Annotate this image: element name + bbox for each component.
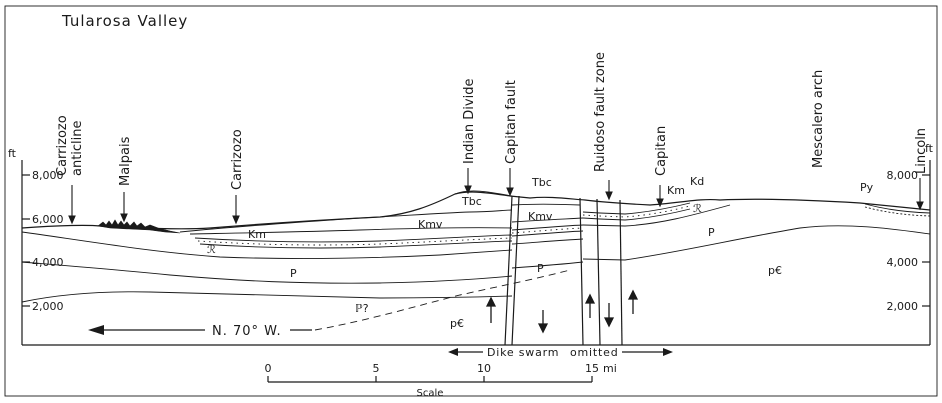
left-tick-label: 2,000	[32, 300, 64, 313]
dike-label-right: omitted	[570, 346, 618, 359]
ruidoso-fault	[619, 199, 623, 346]
place-label-lincoln: Lincoln	[914, 128, 929, 174]
left-tick-label: 4,000	[32, 256, 64, 269]
place-label-malpais: Malpais	[118, 136, 133, 186]
sandstone-band	[511, 224, 584, 231]
scale-caption: Scale	[417, 388, 444, 399]
unit-label: Km	[248, 228, 266, 241]
unit-label: ℛ	[693, 202, 702, 215]
unit-label: Py	[860, 181, 874, 194]
scale-unit: mi	[603, 362, 617, 375]
right-elevation-axis: ft 8,000 4,000 2,000	[887, 142, 934, 345]
unit-label: ℛ	[207, 243, 216, 256]
unit-label: P	[290, 267, 297, 280]
unit-label: Tbc	[531, 176, 552, 189]
location-pointers	[68, 168, 924, 225]
dike-swarm-note: Dike swarm omitted	[448, 346, 673, 359]
unit-label: p€	[768, 264, 782, 277]
left-axis-unit: ft	[8, 147, 17, 160]
place-label-carrizozo: Carrizozo	[230, 129, 245, 190]
unit-label: Kd	[690, 175, 704, 188]
unit-label: P	[537, 262, 544, 275]
right-axis-unit: ft	[925, 142, 934, 155]
sandstone-band	[511, 230, 584, 237]
place-label-ruidoso-fault-zone: Ruidoso fault zone	[593, 52, 608, 172]
right-tick-label: 8,000	[887, 169, 919, 182]
scale-tick-label: 0	[265, 362, 272, 375]
contact-line	[511, 203, 581, 206]
unit-label: Tbc	[461, 195, 482, 208]
contact-line	[189, 227, 513, 235]
malpais-lava-flow	[97, 219, 181, 234]
sandstone-band	[197, 237, 513, 246]
title: Tularosa Valley	[61, 12, 188, 30]
unit-label: Kmv	[418, 218, 443, 231]
scale-bar: 0 5 10 15 mi Scale	[265, 362, 617, 399]
contact-line	[21, 291, 513, 303]
unit-label: P	[708, 226, 715, 239]
contact-line	[511, 217, 584, 223]
unit-label: ℙ?	[355, 302, 369, 315]
place-label-carrizozo-anticline: anticline	[70, 120, 85, 176]
unit-label: Km	[667, 184, 685, 197]
ruidoso-fault	[596, 198, 601, 346]
scale-tick-label: 15	[585, 362, 599, 375]
fault-motion-arrows	[485, 289, 639, 334]
direction-indicator: N. 70° W.	[88, 324, 312, 339]
py-outcrop	[864, 206, 931, 217]
dike-label-left: Dike swarm	[487, 346, 559, 359]
unit-labels: Tbc Tbc Kmv Kmv Km Km Kd ℛ ℛ P P P ℙ? p€…	[207, 175, 874, 330]
right-tick-label: 4,000	[887, 256, 919, 269]
capitan-fault	[504, 195, 513, 346]
place-label-carrizozo-anticline: Carrizozo	[55, 115, 70, 176]
sandstone-band	[582, 202, 691, 215]
section-frame	[4, 5, 938, 397]
unit-label: Kmv	[528, 210, 553, 223]
contact-line	[582, 204, 731, 227]
contact-line	[582, 225, 931, 261]
land-surface	[21, 191, 931, 230]
ruidoso-fault	[579, 197, 584, 346]
direction-label: N. 70° W.	[212, 324, 282, 339]
inferred-contact	[314, 269, 571, 331]
left-elevation-axis: ft 8,000 6,000 4,000 2,000	[8, 147, 64, 345]
tbc-hill	[454, 190, 513, 197]
unit-label: p€	[450, 317, 464, 330]
place-label-capitan: Capitan	[654, 126, 669, 176]
place-label-indian-divide: Indian Divide	[462, 79, 477, 164]
contact-line	[179, 209, 513, 233]
scale-tick-label: 5	[373, 362, 380, 375]
left-tick-label: 8,000	[32, 169, 64, 182]
right-tick-label: 2,000	[887, 300, 919, 313]
contact-line	[21, 261, 513, 284]
contact-line	[21, 231, 513, 259]
py-outcrop	[864, 203, 931, 214]
place-label-capitan-fault: Capitan fault	[504, 80, 519, 164]
sandstone-band	[582, 205, 691, 218]
sandstone-band	[511, 227, 584, 234]
sandstone-band	[194, 234, 513, 243]
contact-line	[511, 238, 584, 245]
place-label-mescalero-arch: Mescalero arch	[811, 70, 826, 168]
left-tick-label: 6,000	[32, 213, 64, 226]
contact-line	[511, 261, 584, 269]
sandstone-band	[199, 240, 513, 249]
sandstone-band	[582, 208, 691, 221]
scale-tick-label: 10	[477, 362, 491, 375]
fault-line	[511, 195, 520, 346]
